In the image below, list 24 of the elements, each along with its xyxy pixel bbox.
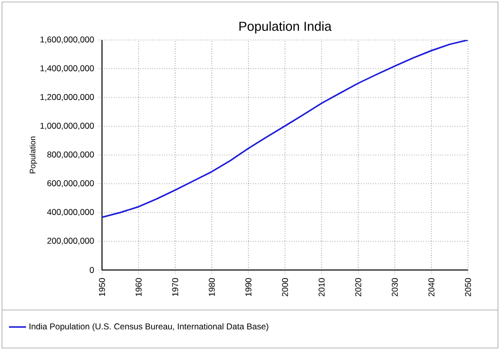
x-tick-label: 2010 xyxy=(318,278,325,296)
y-tick-label: 0 xyxy=(90,266,94,273)
x-tick-label: 2020 xyxy=(355,278,362,296)
y-tick-label: 800,000,000 xyxy=(47,151,94,158)
y-tick-label: 1,000,000,000 xyxy=(40,122,94,130)
legend-label: India Population (U.S. Census Bureau, International Data Base) xyxy=(30,323,268,332)
x-tick-label: 2000 xyxy=(282,278,288,296)
y-tick-label: 400,000,000 xyxy=(47,208,94,216)
x-tick-label: 1990 xyxy=(245,278,252,296)
chart-title: Population India xyxy=(239,21,332,34)
y-tick-label: 1,600,000,000 xyxy=(40,36,94,44)
y-tick-label: 200,000,000 xyxy=(47,238,94,245)
y-axis-title: Population xyxy=(30,136,37,174)
x-tick-label: 1950 xyxy=(99,278,106,296)
x-tick-label: 2040 xyxy=(428,278,434,296)
x-tick-label: 2030 xyxy=(392,278,398,296)
x-tick-label: 1960 xyxy=(136,278,142,296)
y-tick-label: 600,000,000 xyxy=(47,180,94,188)
y-tick-label: 1,200,000,000 xyxy=(40,94,94,101)
x-tick-label: 1970 xyxy=(172,278,178,296)
y-tick-label: 1,400,000,000 xyxy=(40,65,94,72)
x-tick-label: 2050 xyxy=(464,278,471,296)
x-tick-label: 1980 xyxy=(208,278,215,296)
line-series xyxy=(102,40,468,218)
